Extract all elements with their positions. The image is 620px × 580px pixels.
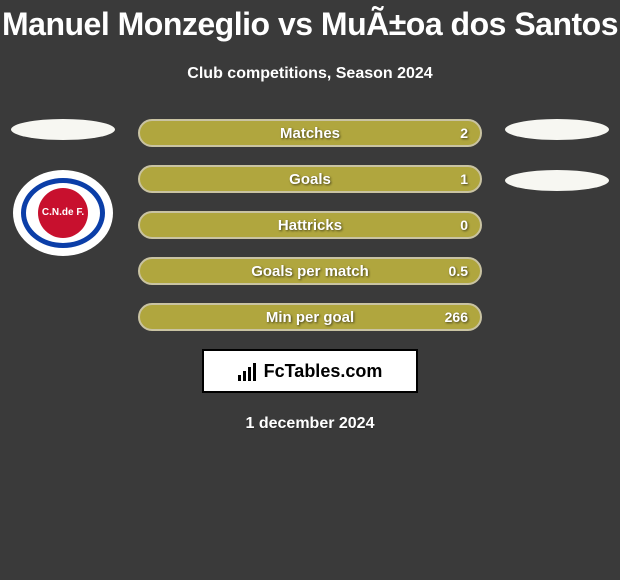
stat-bar: Hattricks 0 <box>138 211 482 239</box>
stat-value: 2 <box>460 125 468 141</box>
stat-bar: Matches 2 <box>138 119 482 147</box>
crest-inner: C.N.de F. <box>38 188 88 238</box>
date-text: 1 december 2024 <box>0 415 620 433</box>
stat-bars: Matches 2 Goals 1 Hattricks 0 Goals per … <box>138 119 482 331</box>
stat-label: Min per goal <box>266 309 354 326</box>
stat-label: Goals <box>289 171 331 188</box>
stat-value: 266 <box>445 309 468 325</box>
right-column <box>502 119 612 191</box>
player-ellipse-right-2 <box>505 170 609 191</box>
page-title: Manuel Monzeglio vs MuÃ±oa dos Santos <box>0 0 620 43</box>
brand-box[interactable]: FcTables.com <box>202 349 418 393</box>
bar-chart-icon <box>238 361 258 381</box>
stat-label: Matches <box>280 125 340 142</box>
left-column: C.N.de F. <box>8 119 118 256</box>
player-ellipse-left <box>11 119 115 140</box>
stat-value: 1 <box>460 171 468 187</box>
player-ellipse-right-1 <box>505 119 609 140</box>
stat-bar: Goals 1 <box>138 165 482 193</box>
comparison-content: C.N.de F. Matches 2 Goals 1 Hattricks 0 … <box>0 119 620 433</box>
stat-value: 0 <box>460 217 468 233</box>
brand-text: FcTables.com <box>264 361 383 382</box>
subtitle: Club competitions, Season 2024 <box>0 65 620 83</box>
stat-label: Goals per match <box>251 263 369 280</box>
stat-value: 0.5 <box>449 263 468 279</box>
stat-label: Hattricks <box>278 217 342 234</box>
club-crest: C.N.de F. <box>13 170 113 256</box>
stat-bar: Min per goal 266 <box>138 303 482 331</box>
crest-text: C.N.de F. <box>42 208 84 218</box>
stat-bar: Goals per match 0.5 <box>138 257 482 285</box>
